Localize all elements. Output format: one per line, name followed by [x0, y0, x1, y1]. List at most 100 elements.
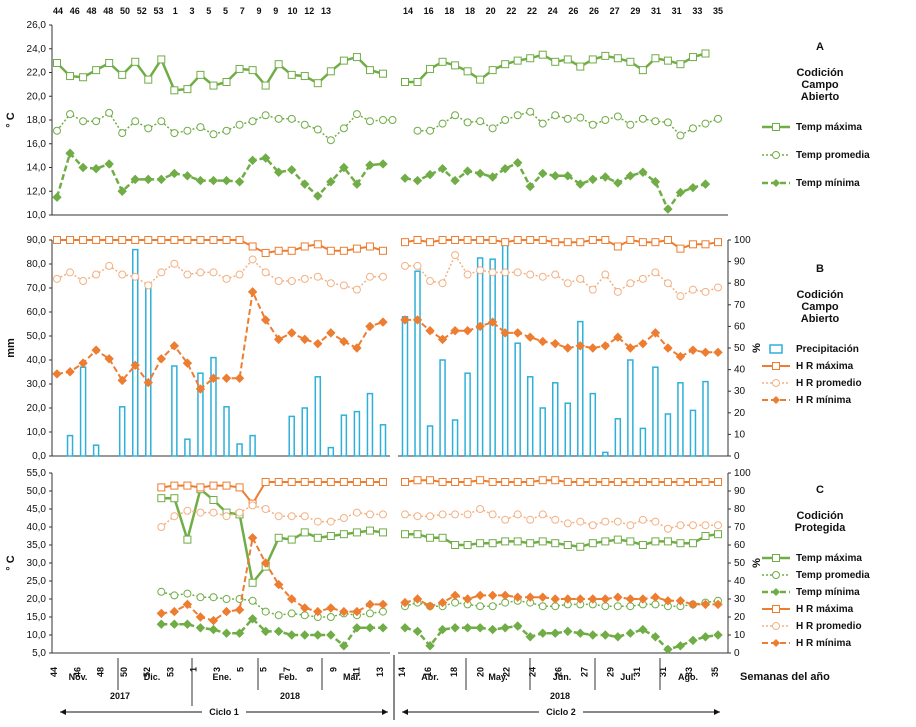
data-point-diamond	[625, 343, 636, 353]
data-point-diamond	[156, 619, 167, 629]
precipitation-bar	[249, 434, 256, 457]
data-point-circle	[413, 261, 422, 270]
data-point-diamond	[688, 635, 698, 646]
y-tick-label: 0,0	[32, 451, 46, 462]
bottom-week-label: 7	[282, 667, 292, 672]
precipitation-bar	[627, 359, 634, 457]
panel-title-line: Protegida	[795, 522, 847, 534]
y-tick-label: 35,0	[27, 540, 47, 551]
month-label: Ene.	[212, 672, 231, 682]
data-point-diamond	[450, 623, 460, 633]
data-point-square	[170, 494, 179, 503]
data-point-circle	[601, 602, 610, 611]
top-week-label: 35	[713, 6, 723, 16]
data-point-square	[714, 238, 722, 247]
data-point-circle	[701, 119, 710, 128]
data-point-diamond	[273, 334, 284, 345]
data-point-square	[563, 541, 572, 549]
top-week-label: 13	[321, 6, 331, 16]
data-point-diamond	[638, 624, 648, 635]
y2-tick-label: 50	[734, 343, 746, 354]
data-point-square	[248, 578, 257, 587]
cycle-label: Ciclo 2	[546, 707, 576, 717]
y-tick-label: 45,0	[27, 504, 47, 515]
data-point-circle	[401, 261, 409, 270]
data-point-circle	[222, 126, 231, 135]
x-axis-title: Semanas del año	[740, 671, 830, 683]
data-point-diamond	[221, 606, 232, 617]
data-point-diamond	[247, 533, 258, 543]
data-point-diamond	[588, 630, 598, 640]
data-point-square	[676, 539, 685, 548]
data-point-square	[196, 70, 205, 79]
data-point-circle	[313, 125, 322, 134]
data-point-circle	[601, 517, 610, 526]
data-point-diamond	[208, 615, 219, 626]
data-point-circle	[588, 521, 597, 530]
data-point-diamond	[688, 182, 698, 193]
precipitation-bar	[689, 409, 697, 457]
month-label: Nov.	[69, 672, 88, 682]
data-point-circle	[157, 523, 166, 531]
precipitation-bar	[366, 392, 374, 457]
series-line	[161, 617, 383, 648]
data-point-square	[365, 242, 374, 251]
data-point-circle	[183, 589, 192, 598]
data-point-circle	[426, 277, 435, 286]
data-point-square	[551, 238, 560, 247]
data-point-circle	[438, 510, 447, 519]
data-point-diamond	[326, 177, 336, 187]
top-week-label: 22	[506, 6, 516, 16]
y2-tick-label: 10	[734, 429, 746, 440]
data-point-square	[326, 246, 335, 255]
data-point-circle	[513, 510, 522, 519]
data-point-diamond	[588, 594, 598, 604]
data-point-square	[365, 478, 374, 486]
data-point-square	[105, 59, 114, 67]
data-point-square	[714, 530, 722, 539]
top-week-label: 16	[424, 6, 434, 16]
data-point-diamond	[260, 558, 271, 568]
precipitation-bar	[514, 342, 521, 457]
data-point-square	[476, 236, 485, 244]
data-point-circle	[379, 272, 387, 281]
data-point-circle	[488, 124, 497, 133]
panel-title-line: Abierto	[801, 313, 840, 325]
data-point-circle	[352, 110, 361, 119]
data-point-diamond	[412, 626, 423, 637]
data-point-diamond	[339, 606, 349, 617]
data-point-diamond	[400, 597, 410, 608]
data-point-diamond	[700, 347, 711, 358]
data-point-circle	[157, 587, 166, 596]
y2-tick-label: 80	[734, 504, 746, 515]
top-week-label: 7	[240, 6, 245, 16]
data-point-circle	[261, 111, 270, 120]
cycle-label: Ciclo 1	[209, 707, 239, 717]
data-point-diamond	[487, 172, 498, 182]
top-week-label: 18	[444, 6, 454, 16]
data-point-diamond	[300, 603, 310, 613]
data-point-square	[601, 537, 610, 546]
data-point-diamond	[412, 175, 423, 186]
data-point-circle	[626, 120, 635, 129]
data-point-square	[451, 478, 460, 486]
y2-tick-label: 70	[734, 300, 746, 311]
series-line	[55, 150, 384, 198]
y2-axis-label: %	[751, 558, 763, 568]
y-axis-label: ° C	[5, 112, 17, 127]
data-point-diamond	[550, 171, 560, 181]
data-point-diamond	[700, 179, 711, 189]
data-point-circle	[248, 117, 257, 126]
legend-marker	[772, 151, 780, 159]
data-point-diamond	[195, 612, 206, 622]
data-point-square	[576, 542, 585, 551]
data-point-diamond	[475, 590, 485, 601]
data-point-diamond	[425, 169, 435, 180]
precipitation-bar	[577, 320, 584, 457]
data-point-diamond	[300, 179, 310, 189]
data-point-square	[613, 478, 622, 486]
data-point-square	[651, 54, 660, 63]
data-point-square	[701, 240, 710, 249]
data-point-circle	[92, 117, 101, 126]
panel-title-line: Codición	[796, 67, 843, 79]
